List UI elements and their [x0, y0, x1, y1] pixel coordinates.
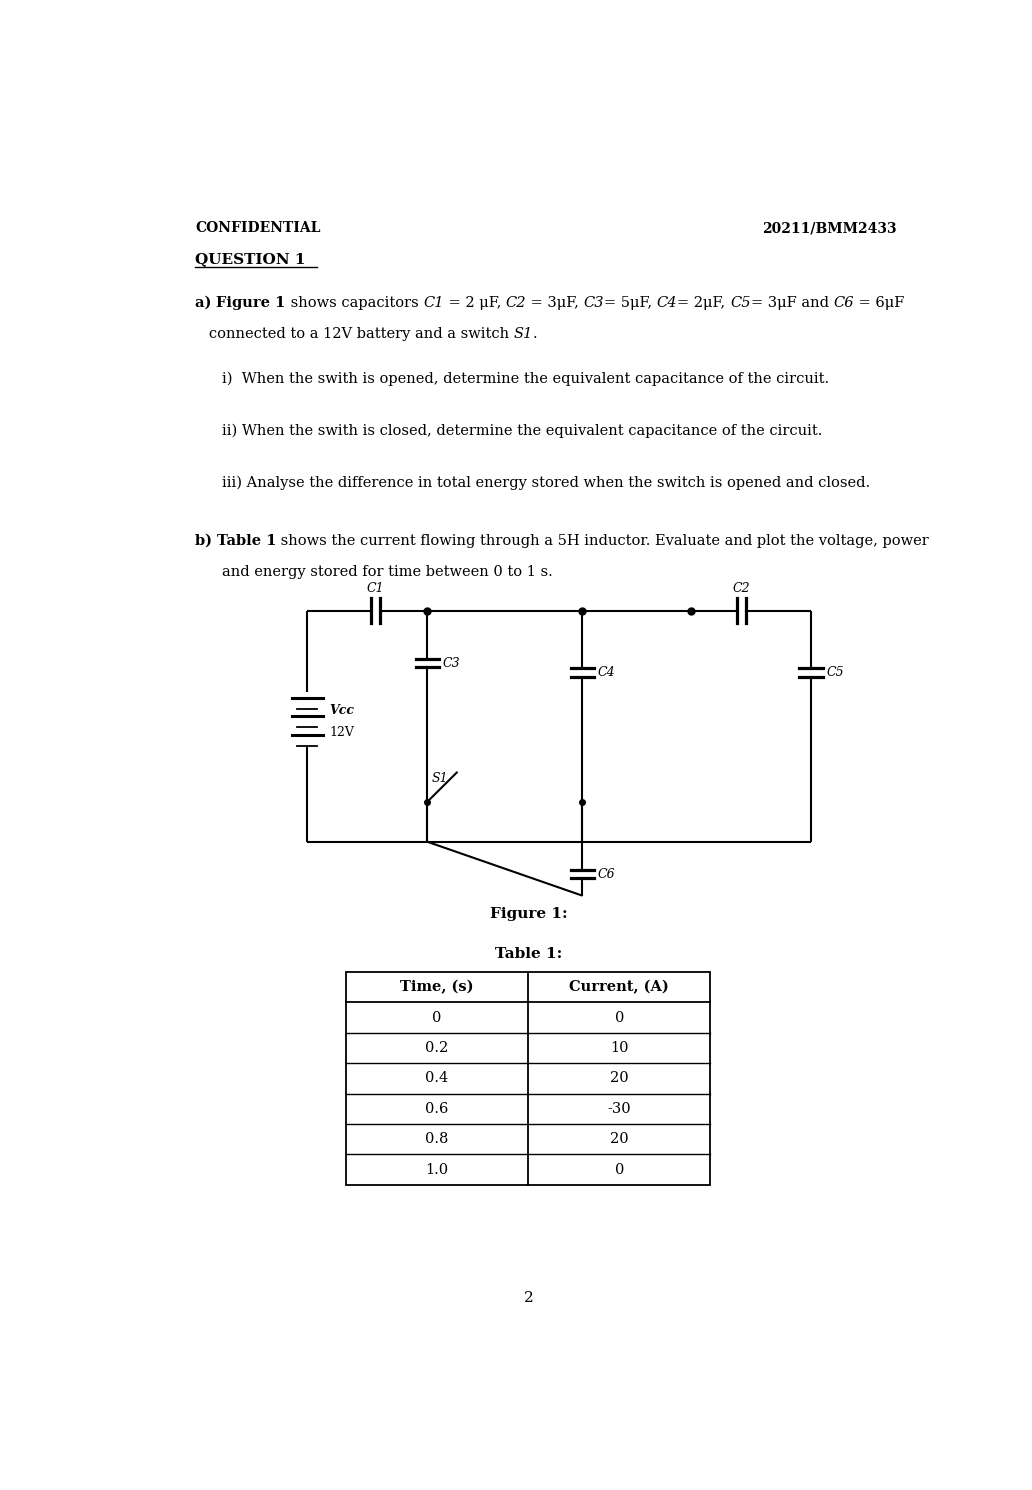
Text: 0: 0 — [614, 1010, 624, 1025]
Text: 1.0: 1.0 — [425, 1162, 449, 1177]
Text: Table 1:: Table 1: — [495, 948, 562, 961]
Text: i)  When the swith is opened, determine the equivalent capacitance of the circui: i) When the swith is opened, determine t… — [222, 371, 829, 386]
Text: 12V: 12V — [329, 726, 354, 739]
Text: = 6μF: = 6μF — [853, 297, 904, 310]
Bar — [346, 971, 710, 1185]
Text: = 3μF,: = 3μF, — [526, 297, 584, 310]
Text: .: . — [533, 326, 538, 341]
Text: S1: S1 — [514, 326, 533, 341]
Text: C4: C4 — [657, 297, 677, 310]
Text: = 2μF,: = 2μF, — [677, 297, 730, 310]
Text: 0.4: 0.4 — [425, 1071, 449, 1085]
Text: C3: C3 — [584, 297, 604, 310]
Text: = 5μF,: = 5μF, — [604, 297, 657, 310]
Text: = 3μF and: = 3μF and — [750, 297, 833, 310]
Text: C1: C1 — [366, 583, 384, 596]
Text: Time, (s): Time, (s) — [400, 980, 474, 994]
Text: 20: 20 — [610, 1132, 628, 1146]
Text: 0.6: 0.6 — [425, 1101, 449, 1116]
Text: -30: -30 — [608, 1101, 631, 1116]
Text: C1: C1 — [423, 297, 444, 310]
Text: = 2 μF,: = 2 μF, — [444, 297, 506, 310]
Text: a): a) — [195, 297, 217, 310]
Text: CONFIDENTIAL: CONFIDENTIAL — [195, 221, 320, 235]
Text: C5: C5 — [730, 297, 750, 310]
Text: shows the current flowing through a 5H inductor. Evaluate and plot the voltage, : shows the current flowing through a 5H i… — [277, 533, 929, 548]
Text: QUESTION 1: QUESTION 1 — [195, 252, 305, 265]
Text: Figure 1:: Figure 1: — [490, 907, 568, 921]
Text: 0: 0 — [432, 1010, 442, 1025]
Text: 0.2: 0.2 — [425, 1042, 449, 1055]
Text: 10: 10 — [610, 1042, 628, 1055]
Text: shows capacitors: shows capacitors — [286, 297, 423, 310]
Text: 0: 0 — [614, 1162, 624, 1177]
Text: C2: C2 — [733, 583, 750, 596]
Text: C5: C5 — [827, 666, 844, 679]
Text: and energy stored for time between 0 to 1 s.: and energy stored for time between 0 to … — [222, 565, 553, 578]
Text: ii) When the swith is closed, determine the equivalent capacitance of the circui: ii) When the swith is closed, determine … — [222, 423, 823, 438]
Text: 20: 20 — [610, 1071, 628, 1085]
Text: Vcc: Vcc — [329, 705, 354, 717]
Text: C6: C6 — [598, 867, 615, 881]
Text: Figure 1: Figure 1 — [217, 297, 286, 310]
Text: C3: C3 — [443, 657, 460, 669]
Text: 2: 2 — [524, 1290, 534, 1305]
Text: C2: C2 — [506, 297, 526, 310]
Text: connected to a 12V battery and a switch: connected to a 12V battery and a switch — [195, 326, 514, 341]
Text: C4: C4 — [598, 666, 615, 679]
Text: Table 1: Table 1 — [217, 533, 277, 548]
Text: Current, (A): Current, (A) — [570, 980, 669, 994]
Text: iii) Analyse the difference in total energy stored when the switch is opened and: iii) Analyse the difference in total ene… — [222, 475, 870, 490]
Text: 20211/BMM2433: 20211/BMM2433 — [762, 221, 896, 235]
Text: b): b) — [195, 533, 217, 548]
Text: C6: C6 — [833, 297, 853, 310]
Text: S1: S1 — [431, 772, 448, 785]
Text: 0.8: 0.8 — [425, 1132, 449, 1146]
